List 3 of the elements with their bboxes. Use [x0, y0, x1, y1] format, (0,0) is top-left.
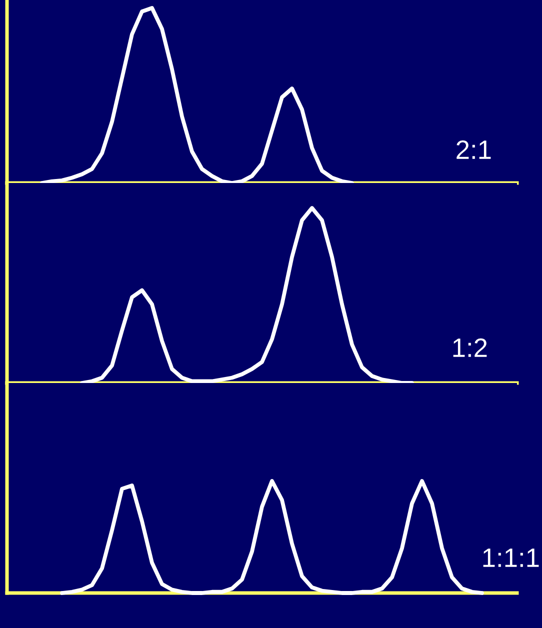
- text: 1:2: [453, 338, 487, 357]
- annotation: 1:1:1: [483, 548, 539, 567]
- text: 2:1: [456, 140, 491, 159]
